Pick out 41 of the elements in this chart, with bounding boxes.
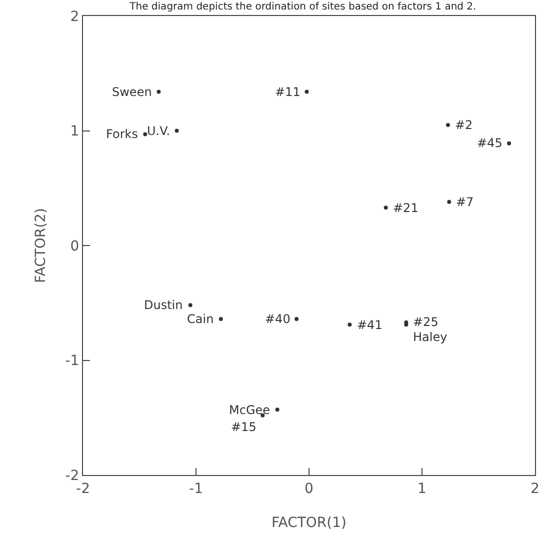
point (174, 128, 179, 133)
annotation: Sween (112, 85, 152, 99)
annotation: Haley (413, 330, 448, 344)
y-axis-title: FACTOR(2) (33, 208, 49, 284)
annotation: Dustin (144, 298, 183, 312)
annotation: #45 (477, 136, 502, 150)
y-tick-label: -2 (65, 468, 80, 484)
annotation: #21 (393, 201, 418, 215)
point (447, 200, 452, 204)
point (304, 90, 309, 94)
y-tick-label: 1 (70, 124, 80, 140)
annotation: #25 (413, 315, 438, 329)
annotation: U.V. (147, 124, 170, 138)
point (218, 316, 223, 321)
point (156, 90, 161, 94)
point (143, 132, 148, 136)
point (384, 206, 388, 210)
x-tick-label: 1 (418, 480, 426, 497)
point (275, 408, 280, 412)
annotation: #11 (275, 85, 300, 99)
point (348, 322, 352, 327)
annotation: #41 (357, 318, 382, 332)
annotation: McGee (229, 403, 270, 417)
chart-title: The diagram depicts the ordination of sites based on factors 1 and 2. (128, 2, 476, 13)
x-tick-label: 2 (530, 480, 540, 497)
x-axis-title: FACTOR(1) (271, 515, 347, 531)
point (507, 141, 512, 146)
x-tick-label: -1 (189, 480, 203, 497)
y-tick-label: 0 (70, 238, 80, 254)
annotation: #7 (456, 195, 474, 209)
y-tick-label: -1 (65, 353, 80, 370)
annotation: Forks (106, 127, 138, 141)
x-tick-label: 0 (304, 480, 314, 497)
y-tick-label: 2 (70, 8, 80, 25)
point (294, 316, 299, 321)
point (446, 123, 450, 128)
point (188, 303, 192, 308)
annotation: #40 (265, 312, 290, 326)
annotation: Cain (187, 312, 214, 326)
annotation: #15 (231, 420, 256, 434)
annotation: #2 (455, 118, 473, 132)
